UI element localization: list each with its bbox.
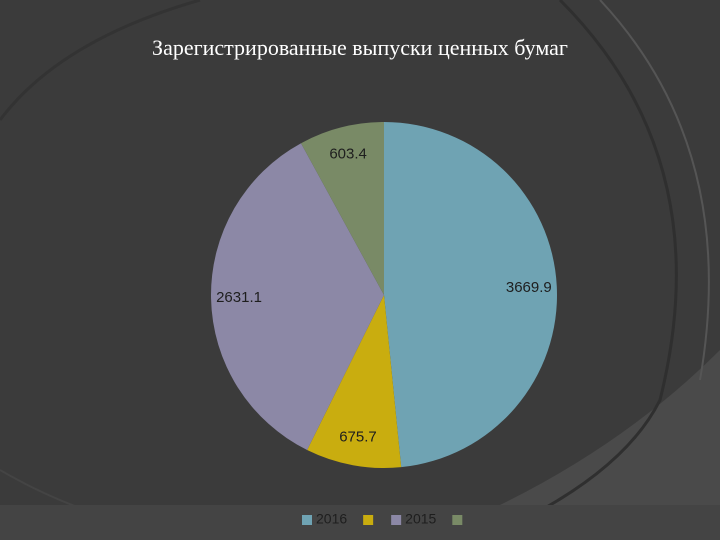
chart-title: Зарегистрированные выпуски ценных бумаг bbox=[152, 35, 568, 60]
decor-arc bbox=[0, 0, 201, 121]
pie-slice bbox=[301, 122, 384, 295]
pie: 3669.9 675.7 2631.1 603.4 bbox=[210, 122, 557, 468]
legend-swatch bbox=[391, 515, 402, 525]
legend-swatch bbox=[302, 515, 312, 525]
decor-arc bbox=[479, 0, 678, 540]
pie-slice bbox=[384, 122, 557, 468]
legend-label: 2015 bbox=[405, 511, 436, 527]
pie-slice bbox=[307, 295, 402, 468]
pie-slice bbox=[210, 143, 384, 450]
data-label: 3669.9 bbox=[506, 279, 552, 296]
legend-band bbox=[0, 505, 720, 540]
data-label: 675.7 bbox=[339, 429, 377, 446]
legend-swatch bbox=[452, 515, 463, 525]
decor-shape bbox=[420, 350, 720, 540]
data-label: 2631.1 bbox=[216, 289, 262, 306]
legend: 2016 2015 bbox=[302, 511, 463, 527]
legend-label: 2016 bbox=[316, 511, 347, 527]
data-label: 603.4 bbox=[329, 145, 367, 162]
legend-swatch bbox=[363, 515, 374, 525]
decor-arc bbox=[599, 0, 710, 381]
